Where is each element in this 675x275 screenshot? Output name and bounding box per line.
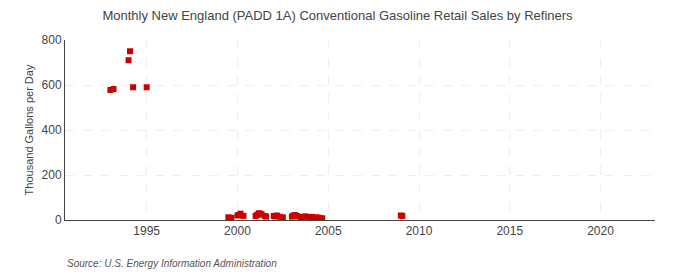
svg-text:Monthly New England (PADD 1A): Monthly New England (PADD 1A) Convention… bbox=[102, 8, 573, 23]
svg-text:2000: 2000 bbox=[224, 224, 251, 238]
svg-text:600: 600 bbox=[42, 78, 62, 92]
svg-text:Thousand Gallons per Day: Thousand Gallons per Day bbox=[23, 64, 35, 195]
svg-text:800: 800 bbox=[42, 33, 62, 47]
svg-text:400: 400 bbox=[42, 123, 62, 137]
svg-text:0: 0 bbox=[55, 213, 62, 227]
svg-text:200: 200 bbox=[42, 168, 62, 182]
svg-text:2005: 2005 bbox=[315, 224, 342, 238]
svg-text:2020: 2020 bbox=[587, 224, 614, 238]
svg-text:Source: U.S. Energy Informatio: Source: U.S. Energy Information Administ… bbox=[67, 258, 277, 269]
svg-text:2010: 2010 bbox=[406, 224, 433, 238]
svg-text:2015: 2015 bbox=[496, 224, 523, 238]
svg-text:1995: 1995 bbox=[133, 224, 160, 238]
